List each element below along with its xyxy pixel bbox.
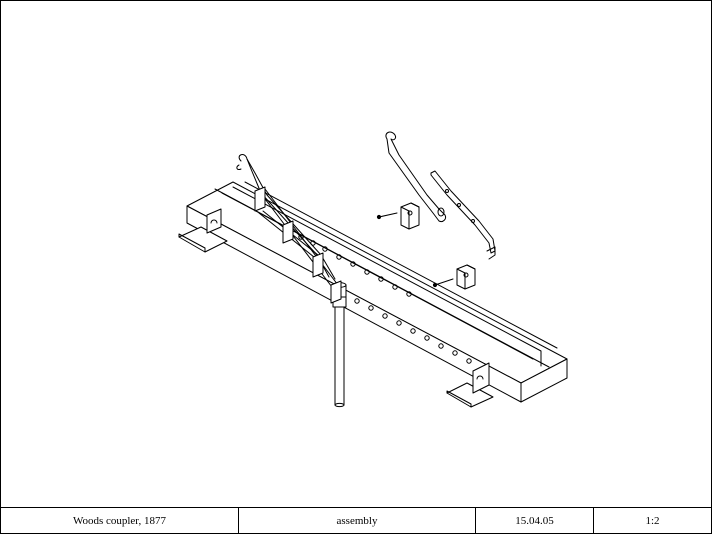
clevis-block-icon — [400, 202, 420, 230]
base-beam-icon — [186, 181, 568, 403]
linkage-arm-icon — [236, 154, 342, 304]
title-block: Woods coupler, 1877 assembly 15.04.05 1:… — [1, 507, 711, 534]
linkage-arm-icon — [430, 170, 496, 260]
drawing-area — [1, 1, 711, 507]
beam-holes — [298, 234, 472, 364]
drawing-name: Woods coupler, 1877 — [72, 515, 167, 527]
mounting-bracket-icon — [178, 208, 228, 253]
pin-icon — [376, 212, 398, 220]
drawing-scale: 1:2 — [593, 508, 711, 534]
hook-lever-icon — [385, 131, 446, 222]
rail-groove-icon — [221, 181, 558, 367]
mounting-bracket-icon — [446, 362, 494, 408]
assembly-drawing — [178, 131, 568, 408]
drawing-type: assembly — [238, 508, 475, 534]
drawing-date: 15.04.05 — [475, 508, 593, 534]
clevis-block-icon — [456, 264, 476, 290]
pin-icon — [432, 278, 454, 288]
